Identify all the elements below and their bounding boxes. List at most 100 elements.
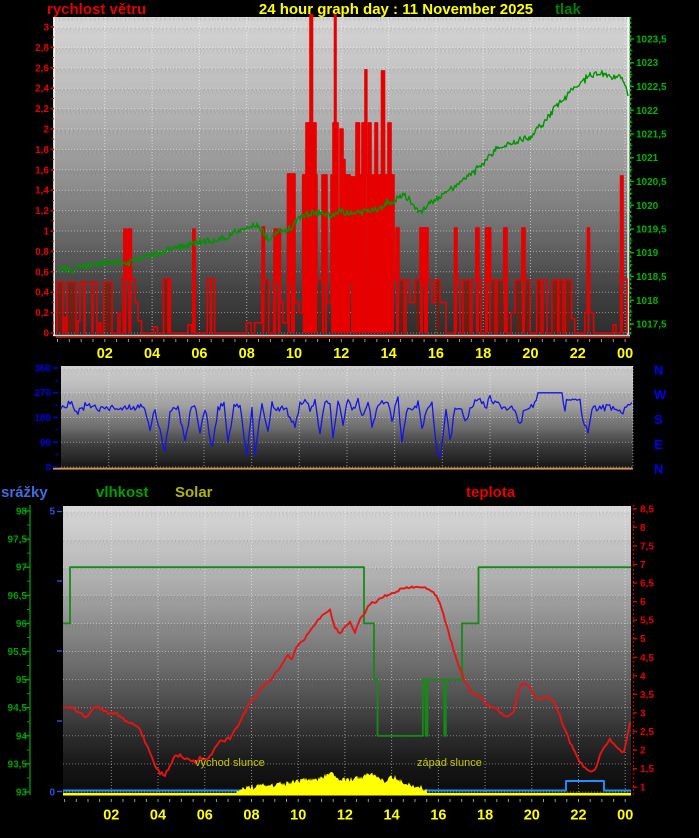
svg-text:10: 10: [286, 346, 302, 362]
svg-text:N: N: [654, 363, 663, 378]
svg-text:0: 0: [49, 788, 55, 799]
svg-text:20: 20: [524, 808, 540, 824]
svg-text:18: 18: [477, 808, 493, 824]
svg-text:96,5: 96,5: [8, 591, 28, 602]
svg-text:0,4: 0,4: [35, 288, 49, 299]
svg-text:1022: 1022: [636, 106, 659, 117]
svg-text:12: 12: [337, 808, 353, 824]
svg-text:6: 6: [640, 597, 646, 608]
svg-text:2,6: 2,6: [35, 63, 49, 74]
svg-text:1,8: 1,8: [35, 145, 49, 156]
svg-text:22: 22: [570, 808, 586, 824]
svg-text:14: 14: [381, 346, 397, 362]
svg-text:180: 180: [34, 413, 51, 424]
svg-text:5: 5: [640, 634, 646, 645]
svg-text:00: 00: [617, 808, 633, 824]
svg-text:1: 1: [43, 227, 49, 238]
svg-text:90: 90: [40, 438, 52, 449]
svg-text:00: 00: [617, 346, 633, 362]
svg-text:18: 18: [475, 346, 491, 362]
svg-text:tlak: tlak: [555, 1, 582, 18]
svg-text:srážky: srážky: [1, 484, 48, 501]
svg-text:2: 2: [43, 125, 49, 136]
svg-text:97: 97: [16, 563, 28, 574]
svg-text:1022,5: 1022,5: [636, 82, 667, 93]
svg-text:95: 95: [16, 675, 28, 686]
svg-text:1018,5: 1018,5: [636, 272, 667, 283]
svg-text:1,6: 1,6: [35, 165, 49, 176]
svg-text:94,5: 94,5: [8, 703, 28, 714]
svg-text:0: 0: [45, 463, 51, 474]
svg-text:0: 0: [43, 329, 49, 340]
svg-text:02: 02: [103, 808, 119, 824]
svg-text:20: 20: [522, 346, 538, 362]
svg-text:16: 16: [428, 346, 444, 362]
svg-text:0,6: 0,6: [35, 267, 49, 278]
svg-text:02: 02: [97, 346, 113, 362]
svg-text:N: N: [654, 462, 663, 477]
svg-text:270: 270: [34, 388, 51, 399]
svg-text:8,5: 8,5: [640, 504, 654, 515]
svg-text:98: 98: [16, 507, 28, 518]
svg-text:1019,5: 1019,5: [636, 225, 667, 236]
svg-text:08: 08: [239, 346, 255, 362]
svg-text:1023: 1023: [636, 58, 659, 69]
svg-text:2,5: 2,5: [640, 727, 654, 738]
svg-text:rychlost větru: rychlost větru: [47, 1, 146, 18]
svg-text:západ slunce: západ slunce: [417, 757, 482, 769]
svg-text:96: 96: [16, 619, 28, 630]
svg-text:1023,5: 1023,5: [636, 35, 667, 46]
svg-text:1,2: 1,2: [35, 206, 49, 217]
svg-text:E: E: [654, 437, 663, 452]
svg-text:teplota: teplota: [466, 484, 516, 501]
svg-text:94: 94: [16, 731, 28, 742]
svg-text:1,4: 1,4: [35, 186, 49, 197]
svg-text:93,5: 93,5: [8, 759, 28, 770]
svg-text:1017,5: 1017,5: [636, 320, 667, 331]
svg-text:7,5: 7,5: [640, 541, 654, 552]
svg-text:2,2: 2,2: [35, 104, 49, 115]
svg-text:4: 4: [640, 671, 646, 682]
svg-text:S: S: [654, 412, 663, 427]
svg-text:3: 3: [640, 709, 646, 720]
svg-text:14: 14: [384, 808, 400, 824]
svg-text:1,5: 1,5: [640, 764, 654, 775]
svg-text:0,2: 0,2: [35, 308, 49, 319]
svg-text:4,5: 4,5: [640, 653, 654, 664]
svg-text:W: W: [654, 387, 667, 402]
svg-text:1020: 1020: [636, 201, 659, 212]
svg-text:Solar: Solar: [175, 484, 213, 501]
svg-text:04: 04: [144, 346, 160, 362]
svg-text:12: 12: [333, 346, 349, 362]
svg-text:93: 93: [16, 788, 28, 799]
svg-text:3: 3: [43, 23, 49, 34]
svg-text:1019: 1019: [636, 248, 659, 259]
svg-text:2: 2: [640, 746, 646, 757]
svg-text:1021,5: 1021,5: [636, 130, 667, 141]
svg-text:08: 08: [243, 808, 259, 824]
svg-text:97,5: 97,5: [8, 535, 28, 546]
svg-text:1018: 1018: [636, 296, 659, 307]
svg-text:1020,5: 1020,5: [636, 177, 667, 188]
svg-text:360: 360: [34, 364, 51, 375]
svg-text:22: 22: [570, 346, 586, 362]
svg-text:06: 06: [197, 808, 213, 824]
svg-text:7: 7: [640, 560, 646, 571]
svg-text:04: 04: [150, 808, 166, 824]
svg-text:1021: 1021: [636, 153, 659, 164]
svg-text:16: 16: [430, 808, 446, 824]
svg-text:6,5: 6,5: [640, 579, 654, 590]
svg-text:8: 8: [640, 523, 646, 534]
svg-text:2,4: 2,4: [35, 84, 49, 95]
svg-text:východ slunce: východ slunce: [195, 757, 265, 769]
svg-text:95,5: 95,5: [8, 647, 28, 658]
svg-text:0,8: 0,8: [35, 247, 49, 258]
svg-text:24 hour graph day : 11 Novembe: 24 hour graph day : 11 November 2025: [259, 1, 533, 18]
svg-text:1: 1: [640, 783, 646, 794]
svg-text:5: 5: [49, 507, 55, 518]
svg-text:06: 06: [191, 346, 207, 362]
svg-text:3,5: 3,5: [640, 690, 654, 701]
svg-text:2,8: 2,8: [35, 43, 49, 54]
svg-text:10: 10: [290, 808, 306, 824]
svg-text:vlhkost: vlhkost: [96, 484, 149, 501]
